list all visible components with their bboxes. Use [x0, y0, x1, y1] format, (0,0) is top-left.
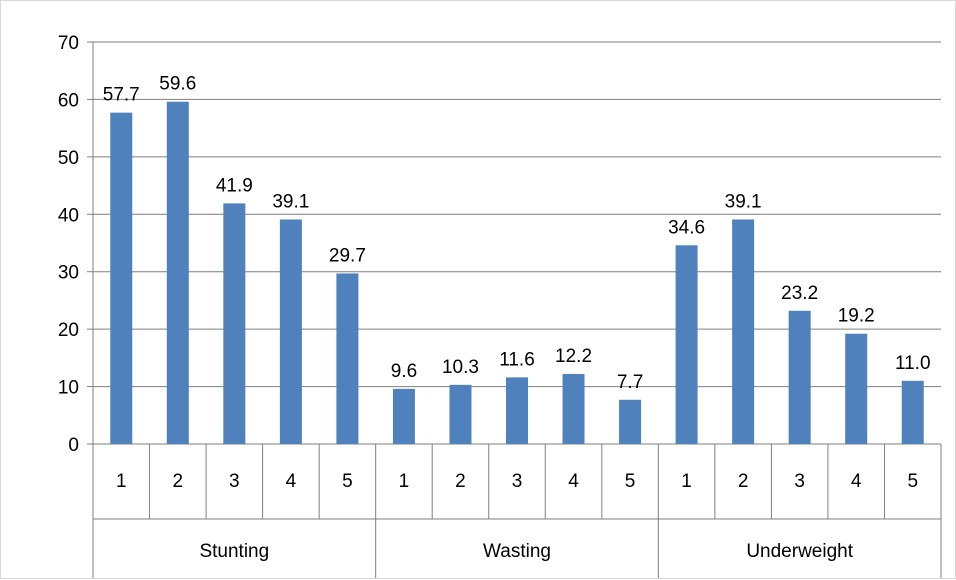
x-category-label: 5	[907, 471, 918, 492]
bar	[166, 101, 189, 445]
bar	[110, 112, 133, 444]
data-label: 39.1	[272, 191, 309, 212]
y-tick-label: 60	[58, 90, 79, 111]
y-tick-label: 20	[58, 320, 79, 341]
bar	[336, 273, 359, 444]
y-tick-label: 40	[58, 205, 79, 226]
x-group-label: Stunting	[199, 541, 269, 562]
data-label: 57.7	[103, 85, 140, 106]
x-category-label: 2	[738, 471, 749, 492]
bar	[619, 399, 642, 444]
x-group-label: Wasting	[483, 541, 551, 562]
data-label: 39.1	[725, 191, 762, 212]
bar	[788, 310, 811, 444]
bar	[506, 377, 528, 444]
bar	[279, 219, 302, 444]
x-category-label: 4	[286, 471, 297, 492]
y-tick-label: 50	[58, 148, 79, 169]
y-tick-label: 70	[58, 33, 79, 54]
data-label: 12.2	[555, 346, 592, 367]
data-label: 11.0	[895, 353, 931, 374]
x-category-label: 3	[794, 471, 805, 492]
x-category-label: 4	[851, 471, 862, 492]
x-category-label: 1	[681, 471, 692, 492]
data-label: 7.7	[617, 372, 643, 393]
data-label: 23.2	[781, 283, 818, 304]
data-label: 41.9	[216, 175, 253, 196]
bar	[223, 203, 246, 444]
data-label: 29.7	[329, 245, 366, 266]
data-label: 19.2	[838, 306, 875, 327]
y-tick-label: 0	[68, 435, 79, 456]
y-tick-label: 10	[58, 378, 79, 399]
bar	[901, 380, 924, 444]
bar	[675, 245, 698, 444]
data-label: 59.6	[159, 74, 196, 95]
data-label: 11.6	[499, 349, 535, 370]
data-label: 34.6	[668, 217, 705, 238]
x-category-label: 5	[342, 471, 353, 492]
bar	[845, 333, 868, 444]
bar	[732, 219, 755, 444]
y-tick-label: 30	[58, 263, 79, 284]
bar	[392, 388, 415, 444]
x-category-label: 1	[116, 471, 127, 492]
x-category-label: 3	[512, 471, 523, 492]
x-category-label: 1	[399, 471, 410, 492]
data-label: 10.3	[442, 357, 479, 378]
x-category-label: 2	[455, 471, 466, 492]
x-category-label: 3	[229, 471, 240, 492]
x-category-label: 4	[568, 471, 579, 492]
data-label: 9.6	[391, 361, 417, 382]
x-category-label: 5	[625, 471, 636, 492]
bar	[562, 373, 585, 444]
bar	[449, 384, 472, 444]
x-category-label: 2	[173, 471, 184, 492]
x-group-label: Underweight	[746, 541, 853, 562]
